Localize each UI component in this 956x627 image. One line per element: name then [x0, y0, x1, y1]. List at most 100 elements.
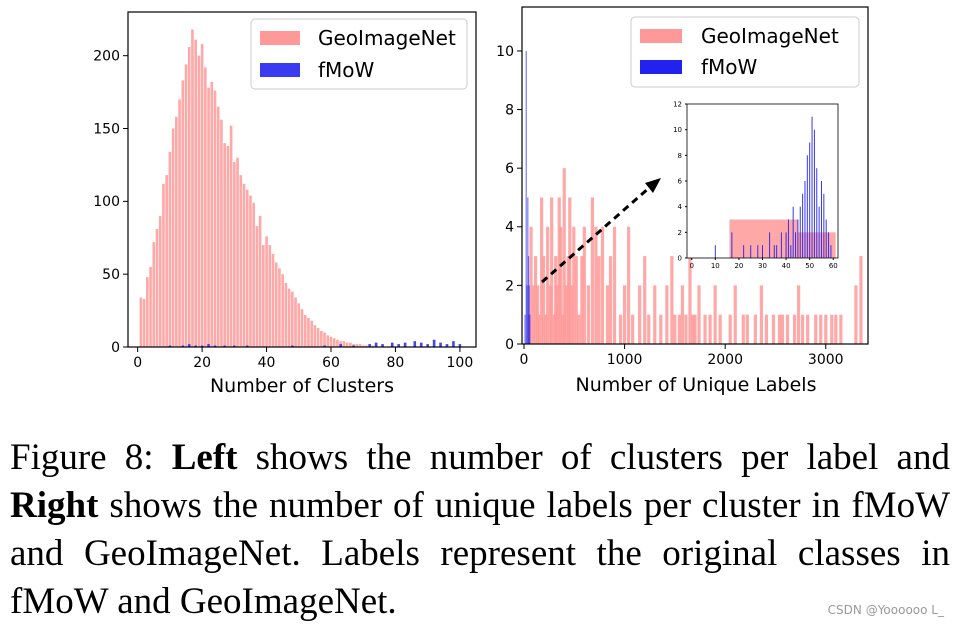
right-bar-geoimagenet [564, 285, 568, 344]
left-x-axis-label: Number of Clusters [210, 375, 394, 397]
inset-bar-fmow [773, 245, 775, 258]
inset-bar-fmow [804, 181, 806, 258]
right-bar-geoimagenet [688, 256, 692, 344]
right-bar-geoimagenet [785, 314, 790, 344]
inset-bars [714, 116, 836, 258]
right-bar-geoimagenet [771, 314, 776, 344]
inset-bar-fmow [714, 245, 716, 258]
left-bar-geoimagenet [242, 183, 246, 347]
right-bar-geoimagenet [542, 256, 546, 344]
right-y-tick-label: 0 [505, 337, 514, 353]
left-bar-fmow [323, 345, 326, 347]
left-y-tick-label: 150 [93, 121, 120, 137]
left-bar-geoimagenet [345, 342, 349, 347]
right-bar-geoimagenet [582, 226, 586, 344]
right-y-tick-label: 2 [505, 278, 514, 294]
right-y-tick-label: 6 [505, 161, 514, 177]
right-bar-geoimagenet [797, 285, 801, 344]
right-x-tick-label: 3000 [808, 352, 844, 368]
left-bar-geoimagenet [323, 332, 326, 347]
inset-bar-fmow [830, 245, 832, 258]
left-bar-fmow [426, 344, 429, 347]
left-bar-fmow [432, 339, 436, 347]
right-bar-geoimagenet [586, 285, 590, 344]
left-bar-geoimagenet [310, 320, 313, 347]
left-bar-fmow [181, 345, 185, 347]
left-x-tick-label: 60 [322, 355, 340, 371]
right-bar-geoimagenet [670, 256, 674, 344]
inset-y-tick-label: 6 [678, 177, 683, 185]
left-plot-frame [127, 11, 477, 348]
left-bar-geoimagenet [287, 288, 291, 347]
left-bar-geoimagenet [358, 344, 362, 347]
inset-bar-fmow [811, 116, 813, 258]
inset-y-ticks: 0 2 4 6 8 10 12 [673, 100, 687, 262]
right-bar-geoimagenet [653, 285, 657, 344]
left-bar-geoimagenet [216, 106, 220, 347]
left-bar-geoimagenet [175, 116, 178, 348]
left-legend: GeoImageNet fMoW [250, 18, 468, 90]
right-bar-geoimagenet [819, 314, 823, 344]
left-bar-geoimagenet [178, 99, 181, 347]
caption-left-bold: Left [171, 437, 238, 478]
left-bar-geoimagenet [187, 46, 191, 348]
left-x-tick-label: 80 [387, 355, 405, 371]
inset-bar-fmow [743, 245, 745, 258]
left-bar-geoimagenet [361, 345, 365, 347]
left-bar-fmow [352, 345, 355, 347]
left-bar-geoimagenet [349, 342, 352, 347]
caption-figure-label: Figure 8: [10, 437, 172, 478]
left-bar-geoimagenet [294, 297, 297, 347]
left-y-ticks: 0 50 100 150 200 [93, 49, 128, 356]
left-bar-fmow [390, 342, 394, 347]
left-bar-geoimagenet [365, 345, 368, 347]
left-bar-geoimagenet [168, 151, 172, 347]
right-bar-geoimagenet [741, 314, 745, 344]
right-bar-geoimagenet [570, 285, 574, 344]
right-bar-geoimagenet [713, 285, 717, 344]
right-bar-geoimagenet [839, 314, 843, 344]
left-bar-geoimagenet [213, 90, 217, 348]
right-bar-geoimagenet [830, 314, 834, 344]
right-bar-geoimagenet [562, 168, 566, 344]
left-bar-geoimagenet [226, 146, 230, 347]
left-y-tick-label: 0 [111, 340, 120, 356]
left-bar-fmow [223, 345, 226, 347]
right-bar-geoimagenet [631, 314, 635, 344]
left-bar-geoimagenet [239, 175, 243, 347]
right-bar-geoimagenet [759, 285, 763, 344]
right-x-tick-label: 0 [520, 352, 529, 368]
right-bar-fmow [527, 197, 529, 344]
left-bar-fmow [413, 341, 417, 347]
left-bar-fmow [374, 342, 378, 347]
inset-x-tick-label: 30 [758, 262, 767, 270]
left-bar-geoimagenet [313, 325, 317, 347]
left-bar-geoimagenet [220, 119, 223, 347]
right-bar-geoimagenet [537, 314, 541, 344]
right-bar-geoimagenet [612, 226, 617, 344]
left-bar-fmow [207, 344, 210, 347]
left-bar-geoimagenet [258, 215, 262, 347]
left-bar-geoimagenet [278, 268, 281, 347]
left-x-tick-label: 20 [193, 355, 211, 371]
left-bar-geoimagenet [371, 345, 375, 347]
inset-x-tick-label: 40 [782, 262, 791, 270]
left-bar-geoimagenet [320, 330, 323, 347]
right-y-ticks: 0 2 4 6 8 10 [496, 44, 522, 353]
right-bar-geoimagenet [533, 256, 538, 344]
right-bar-geoimagenet [608, 256, 613, 344]
right-bar-fmow [527, 256, 530, 344]
left-bar-geoimagenet [200, 44, 204, 347]
inset-bar-fmow [776, 245, 778, 258]
watermark: CSDN @Yoooooo L_ [827, 603, 944, 617]
caption-part1: shows the number of clusters per label a… [237, 437, 950, 478]
left-bar-geoimagenet [155, 229, 159, 347]
left-bar-fmow [445, 344, 449, 347]
left-bar-geoimagenet [281, 274, 284, 347]
right-bar-fmow [526, 285, 528, 344]
left-bar-geoimagenet [339, 341, 342, 347]
left-legend-label-fmow: fMoW [318, 58, 375, 82]
right-legend-box [630, 16, 860, 88]
left-y-tick-label: 50 [102, 267, 120, 283]
